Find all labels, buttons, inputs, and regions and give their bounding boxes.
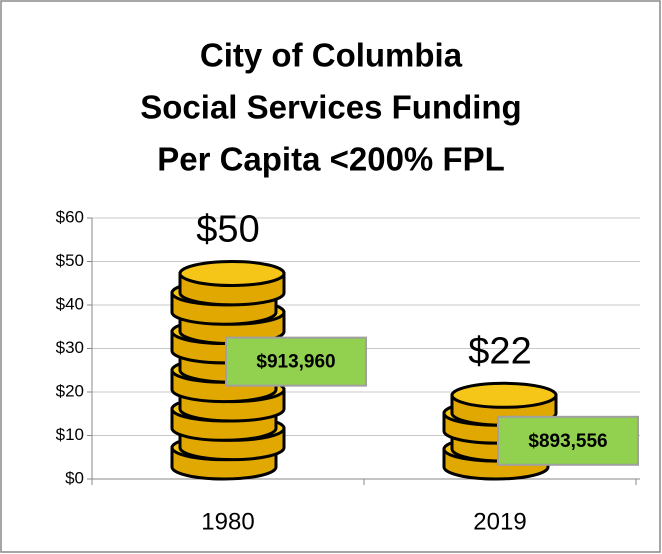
- y-tick-label: $50: [56, 251, 84, 270]
- annotation: $893,556: [528, 431, 607, 452]
- coin-face: [450, 381, 558, 409]
- y-tick-label: $30: [56, 338, 84, 357]
- y-tick-label: $0: [65, 468, 84, 487]
- y-tick-label: $10: [56, 425, 84, 444]
- y-tick-label: $60: [56, 207, 84, 226]
- value-label: $50: [196, 209, 259, 251]
- annotation: $913,960: [256, 352, 335, 373]
- y-tick-label: $40: [56, 294, 84, 313]
- x-tick-label: 2019: [473, 508, 526, 535]
- annotation-box: [497, 415, 639, 466]
- annotation-box: [225, 336, 367, 387]
- y-tick-label: $20: [56, 381, 84, 400]
- x-tick-label: 1980: [201, 508, 254, 535]
- chart-title: Social Services Funding: [140, 89, 521, 126]
- chart-title: Per Capita <200% FPL: [157, 141, 505, 178]
- value-label: $22: [468, 330, 531, 372]
- coin-face: [178, 260, 286, 287]
- chart-title: City of Columbia: [200, 37, 463, 74]
- bar: [170, 260, 286, 481]
